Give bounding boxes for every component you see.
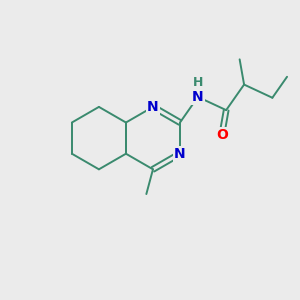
- Text: O: O: [216, 128, 228, 142]
- Text: N: N: [147, 100, 159, 114]
- Text: N: N: [174, 147, 186, 161]
- Text: H: H: [193, 76, 204, 89]
- Text: N: N: [192, 90, 204, 104]
